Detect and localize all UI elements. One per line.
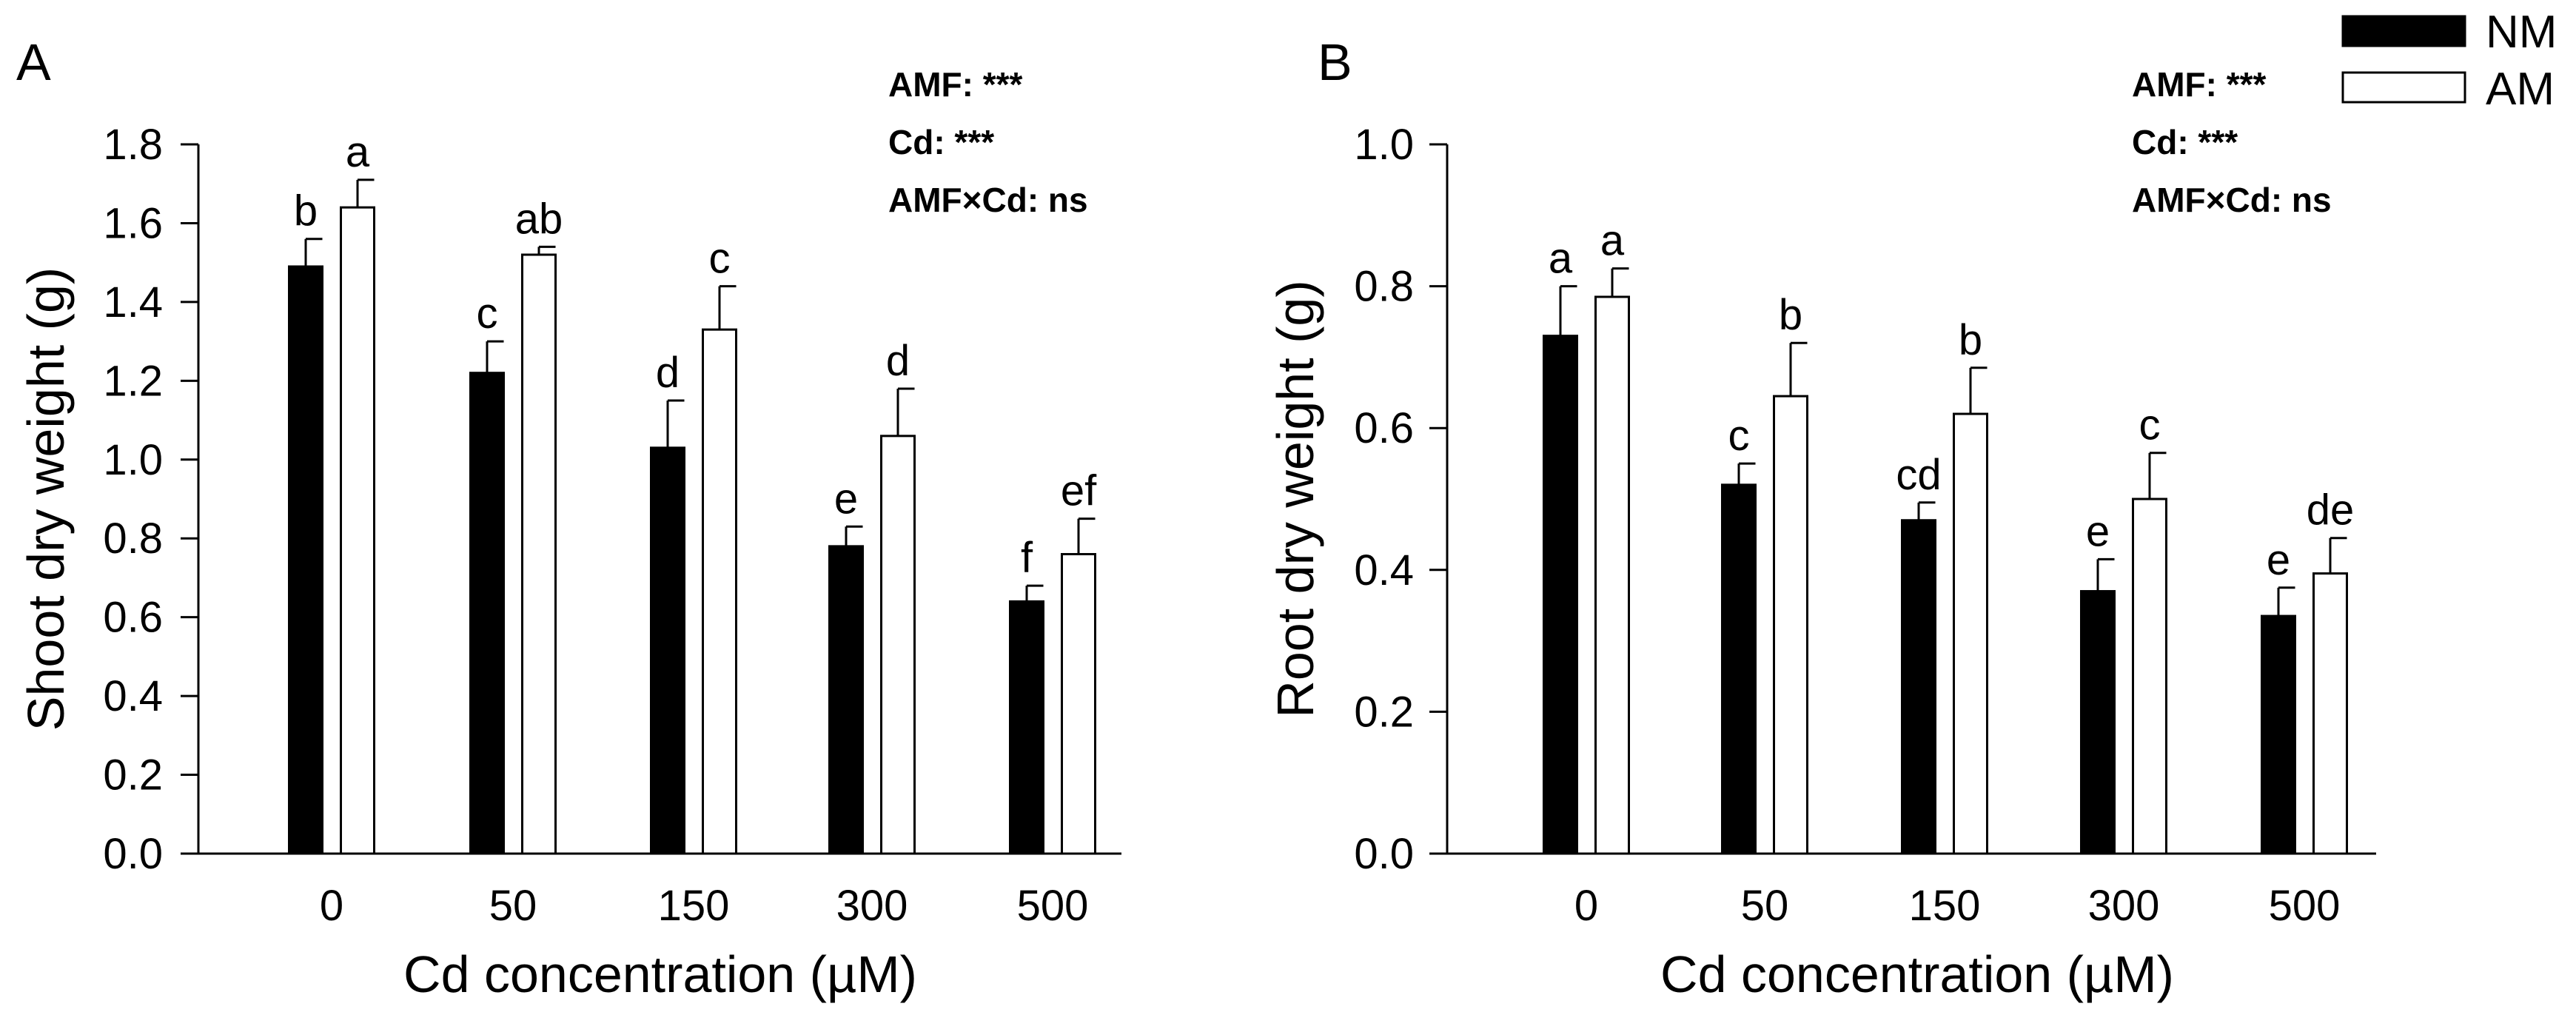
- panel-a-significance-letter: d: [656, 349, 680, 397]
- panel-b-y-tick-label: 0.8: [1354, 263, 1414, 311]
- panel-b-x-axis-title: Cd concentration (µM): [1660, 945, 2174, 1003]
- panel-a-bar-nm: [288, 265, 323, 855]
- panel-b-significance-letter: de: [2307, 486, 2355, 535]
- panel-b-bar-am: [2312, 572, 2348, 855]
- panel-a-y-axis-title: Shoot dry weight (g): [17, 267, 75, 731]
- panel-a-significance-letter: c: [709, 235, 731, 283]
- panel-b-stats-annotation: AMF×Cd: ns: [2132, 181, 2332, 219]
- panel-a-chart: A 0.0 0.2 0.4 0.6 0.8 1.0 1.2 1.4 1.6 1.8 Shoot dr…: [16, 33, 1121, 1003]
- panel-a-significance-letter: ab: [515, 195, 563, 243]
- panel-b-bar-nm: [2080, 590, 2116, 855]
- panel-b-bar-nm: [1721, 483, 1757, 855]
- panel-a-y-tick-label: 0.2: [103, 751, 163, 800]
- panel-b-significance-letter: c: [1728, 412, 1750, 460]
- panel-a-y-tick-label: 1.0: [103, 436, 163, 484]
- panel-b-stats-annotation: AMF: ***: [2132, 65, 2267, 104]
- panel-a-x-tick-label: 150: [658, 882, 730, 930]
- panel-a-bar-nm: [650, 446, 685, 855]
- panel-a-bar-am: [702, 328, 737, 855]
- panel-a-y-tick-label: 0.0: [103, 830, 163, 878]
- panel-a-significance-letter: ef: [1061, 467, 1097, 515]
- panel-b-significance-letter: a: [1600, 217, 1625, 265]
- panel-a-bar-nm: [469, 372, 505, 855]
- panel-a-x-tick-label: 500: [1017, 882, 1089, 930]
- panel-b-significance-letter: b: [1959, 316, 1982, 364]
- panel-b-bar-nm: [1543, 335, 1578, 855]
- panel-a-bar-am: [521, 253, 557, 855]
- panel-b-x-tick-label: 150: [1909, 882, 1981, 930]
- panel-a-y-tick-label: 0.8: [103, 515, 163, 563]
- panel-b-bar-nm: [2261, 614, 2296, 855]
- panel-b-significance-letter: a: [1549, 235, 1573, 283]
- legend: NM AM: [2341, 7, 2557, 115]
- panel-b-y-tick-label: 0.2: [1354, 688, 1414, 736]
- panel-b-significance-letter: e: [2086, 507, 2110, 555]
- panel-a-significance-letter: f: [1021, 534, 1033, 582]
- panel-b-x-tick-label: 500: [2269, 882, 2341, 930]
- panel-a-significance-letter: d: [886, 337, 910, 385]
- panel-a-significance-letter: c: [477, 289, 498, 338]
- panel-b-x-tick-label: 300: [2088, 882, 2160, 930]
- panel-b-y-tick-label: 0.6: [1354, 404, 1414, 452]
- panel-b-y-tick-label: 0.0: [1354, 830, 1414, 878]
- panel-a-bar-am: [880, 435, 916, 855]
- panel-b-bar-am: [2132, 498, 2167, 855]
- panel-b-significance-letter: e: [2267, 536, 2290, 584]
- panel-b-bar-am: [1594, 295, 1630, 855]
- panel-a-bar-nm: [828, 545, 864, 855]
- panel-b-x-tick-label: 0: [1574, 882, 1598, 930]
- panel-b-bar-nm: [1901, 519, 1936, 855]
- panel-a-stats-annotation: AMF: ***: [888, 65, 1023, 104]
- panel-a-y-tick-label: 0.6: [103, 594, 163, 642]
- panel-a-stats-annotation: AMF×Cd: ns: [888, 181, 1088, 219]
- panel-a-label: A: [16, 33, 51, 91]
- legend-swatch-am: [2341, 71, 2466, 104]
- legend-label-am: AM: [2486, 64, 2555, 115]
- panel-b-chart: B 0.0 0.2 0.4 0.6 0.8 1.0 Root dry weight (g) 0…: [1267, 33, 2376, 1003]
- panel-a-x-axis-title: Cd concentration (µM): [403, 945, 917, 1003]
- legend-label-nm: NM: [2486, 7, 2557, 58]
- panel-b-x-tick-label: 50: [1741, 882, 1789, 930]
- panel-b-significance-letter: c: [2139, 401, 2161, 449]
- panel-b-label: B: [1318, 33, 1352, 91]
- panel-a-bar-nm: [1009, 600, 1044, 855]
- panel-a-significance-letter: a: [346, 128, 370, 176]
- panel-a-x-tick-label: 50: [489, 882, 537, 930]
- panel-a-bar-am: [340, 206, 375, 855]
- panel-a-y-tick-label: 1.6: [103, 199, 163, 247]
- panel-a-significance-letter: e: [834, 475, 858, 523]
- panel-a-stats-annotation: Cd: ***: [888, 123, 994, 161]
- panel-b-significance-letter: cd: [1896, 451, 1941, 499]
- panel-b-bar-am: [1953, 412, 1988, 855]
- legend-swatch-nm: [2341, 15, 2466, 47]
- panel-a-x-tick-label: 0: [320, 882, 343, 930]
- panel-a-y-tick-label: 0.4: [103, 672, 163, 720]
- panel-a-x-tick-label: 300: [836, 882, 908, 930]
- panel-b-y-tick-label: 1.0: [1354, 121, 1414, 169]
- panel-a-y-tick-label: 1.2: [103, 357, 163, 405]
- panel-a-y-tick-label: 1.8: [103, 121, 163, 169]
- panel-b-significance-letter: b: [1779, 291, 1802, 339]
- panel-b-y-tick-label: 0.4: [1354, 546, 1414, 594]
- panel-b-y-axis-title: Root dry weight (g): [1267, 280, 1324, 717]
- panel-b-stats-annotation: Cd: ***: [2132, 123, 2238, 161]
- panel-b-bar-am: [1773, 395, 1808, 855]
- panel-a-bar-am: [1061, 553, 1096, 855]
- panel-a-y-tick-label: 1.4: [103, 278, 163, 326]
- panel-a-significance-letter: b: [294, 187, 318, 235]
